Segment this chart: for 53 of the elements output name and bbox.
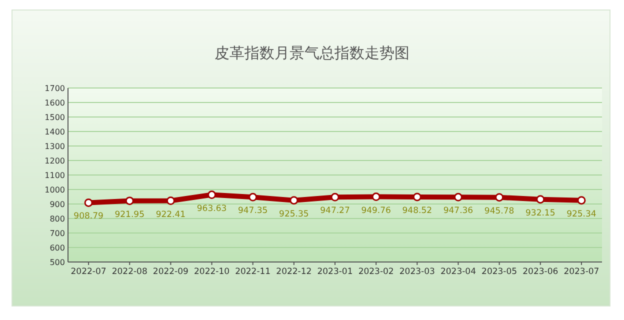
point <box>330 192 340 202</box>
data-label: 921.95 <box>114 210 144 220</box>
data-label: 947.35 <box>238 206 268 216</box>
y-tick-label: 1200 <box>44 156 65 166</box>
data-label: 922.41 <box>156 210 186 220</box>
y-tick-label: 500 <box>50 258 65 267</box>
x-tick-label: 2022-09 <box>152 267 188 277</box>
x-tick-label: 2023-05 <box>482 267 518 277</box>
point <box>495 193 504 202</box>
data-label: 963.63 <box>196 204 227 214</box>
point <box>84 198 93 207</box>
data-label: 947.36 <box>443 206 474 216</box>
x-tick-label: 2023-03 <box>399 267 435 277</box>
point <box>125 196 134 206</box>
y-tick-label: 1700 <box>44 84 65 93</box>
point <box>372 192 380 202</box>
data-label: 925.34 <box>566 209 596 220</box>
y-tick-label: 600 <box>50 244 65 252</box>
data-label: 932.15 <box>526 208 556 218</box>
x-tick-label: 2022-11 <box>235 267 271 277</box>
data-label: 925.35 <box>279 209 309 220</box>
point <box>166 196 175 205</box>
y-tick-label: 1100 <box>44 171 65 180</box>
point <box>208 190 216 200</box>
point <box>536 195 545 204</box>
x-tick-label: 2022-12 <box>276 267 312 277</box>
point <box>248 192 258 202</box>
x-tick-label: 2022-08 <box>112 267 148 277</box>
point <box>577 196 586 205</box>
data-label: 945.78 <box>484 206 514 216</box>
data-label: 949.76 <box>361 206 391 216</box>
y-tick-label: 1600 <box>44 98 65 108</box>
y-tick-label: 1300 <box>44 142 65 151</box>
x-tick-label: 2023-01 <box>317 267 353 277</box>
y-tick-label: 700 <box>50 229 65 238</box>
data-label: 947.27 <box>320 206 350 216</box>
chart-title: 皮革指数月景气总指数走势图 <box>214 44 410 62</box>
y-tick-label: 900 <box>50 200 65 209</box>
point <box>290 196 298 205</box>
x-tick-label: 2023-06 <box>522 267 558 277</box>
data-label: 948.52 <box>402 206 432 216</box>
y-tick-label: 1400 <box>44 128 65 136</box>
x-tick-label: 2022-07 <box>70 267 106 277</box>
y-tick-label: 1000 <box>44 186 65 194</box>
x-tick-label: 2023-02 <box>358 267 394 277</box>
y-tick-label: 1500 <box>44 113 65 122</box>
point <box>454 192 462 202</box>
data-label: 908.79 <box>74 212 104 222</box>
x-tick-label: 2022-10 <box>194 267 230 277</box>
y-tick-label: 800 <box>50 214 65 224</box>
x-tick-label: 2023-07 <box>564 267 600 277</box>
point <box>412 192 422 202</box>
x-tick-label: 2023-04 <box>440 267 476 277</box>
